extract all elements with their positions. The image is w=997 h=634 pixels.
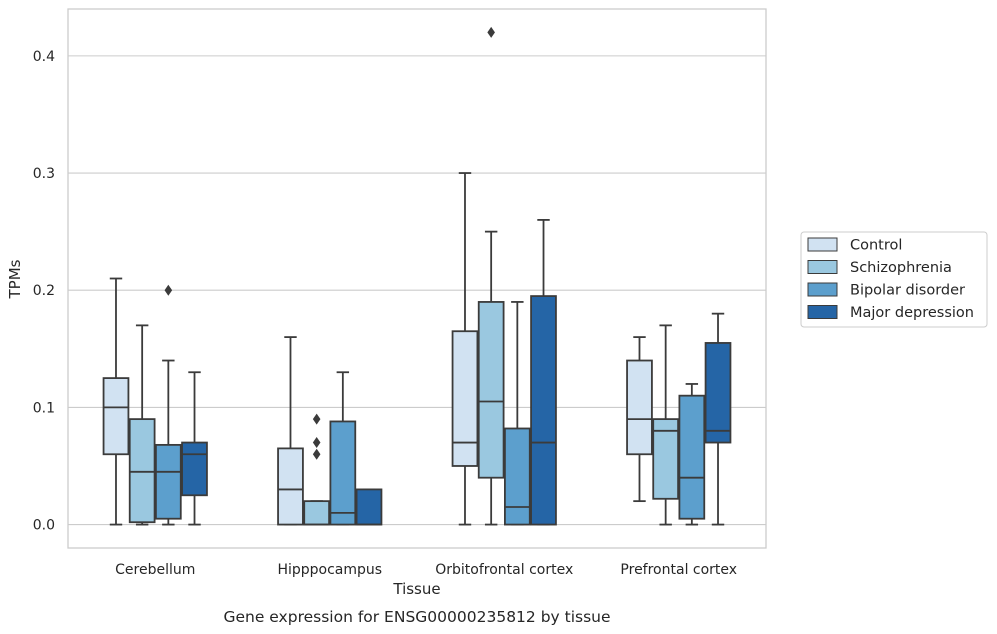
x-tick-label: Hipppocampus bbox=[277, 562, 382, 578]
series-bipolar-disorder bbox=[155, 284, 706, 526]
legend-item: Schizophrenia bbox=[807, 260, 952, 276]
y-tick-label: 0.1 bbox=[33, 400, 55, 416]
series-major-depression bbox=[181, 219, 732, 526]
x-tick-label: Orbitofrontal cortex bbox=[435, 562, 573, 578]
outlier-point bbox=[312, 437, 321, 449]
figure-caption: Gene expression for ENSG00000235812 by t… bbox=[223, 608, 610, 626]
outlier-point bbox=[164, 284, 173, 296]
legend-label: Major depression bbox=[850, 305, 974, 321]
series-control bbox=[102, 172, 653, 526]
box-iqr bbox=[530, 295, 557, 526]
box-iqr bbox=[355, 488, 383, 526]
box-iqr bbox=[704, 342, 732, 444]
series-schizophrenia bbox=[128, 26, 679, 526]
y-axis-label: TPMs bbox=[6, 259, 24, 299]
legend-item: Major depression bbox=[807, 305, 974, 321]
box-iqr bbox=[128, 418, 156, 524]
box bbox=[277, 336, 304, 526]
legend-swatch bbox=[807, 282, 838, 297]
box bbox=[128, 324, 156, 526]
box bbox=[678, 383, 706, 526]
box-iqr bbox=[181, 441, 208, 497]
legend-swatch bbox=[807, 260, 838, 274]
box-iqr bbox=[155, 443, 182, 520]
box-plot-series bbox=[102, 26, 732, 526]
outlier-point bbox=[312, 413, 321, 425]
x-tick-label: Cerebellum bbox=[115, 562, 195, 578]
box-iqr bbox=[303, 500, 330, 526]
box bbox=[329, 371, 357, 526]
legend-label: Schizophrenia bbox=[850, 260, 952, 276]
box bbox=[626, 336, 653, 503]
box bbox=[451, 172, 479, 526]
box-iqr bbox=[102, 377, 130, 456]
box-iqr bbox=[504, 427, 531, 526]
outlier-point bbox=[312, 448, 321, 460]
outlier-point bbox=[487, 26, 495, 38]
box-iqr bbox=[451, 330, 479, 467]
box bbox=[102, 277, 130, 526]
legend-item: Control bbox=[807, 237, 902, 254]
legend-frame bbox=[800, 231, 988, 328]
box-iqr bbox=[329, 420, 357, 526]
box-iqr bbox=[626, 359, 653, 456]
y-tick-label: 0.3 bbox=[33, 166, 55, 182]
legend-swatch bbox=[807, 305, 838, 319]
axis-ticks: 0.0 0.1 0.2 0.3 0.4 Cerebellum Hipppocampus Orb… bbox=[33, 49, 737, 578]
legend: Control Schizophrenia Bipolar disorder Majo… bbox=[800, 231, 988, 328]
box bbox=[530, 219, 557, 526]
box bbox=[181, 371, 208, 526]
box-iqr bbox=[277, 447, 304, 526]
legend-label: Bipolar disorder bbox=[850, 283, 965, 299]
box bbox=[155, 284, 182, 526]
y-tick-label: 0.4 bbox=[33, 49, 55, 65]
x-axis-label: Tissue bbox=[392, 580, 440, 598]
box-iqr bbox=[678, 394, 706, 520]
box bbox=[652, 324, 679, 526]
legend-swatch bbox=[807, 237, 838, 252]
box bbox=[504, 301, 531, 526]
legend-item: Bipolar disorder bbox=[807, 282, 965, 299]
y-tick-label: 0.0 bbox=[33, 518, 55, 534]
box bbox=[477, 26, 505, 526]
legend-label: Control bbox=[850, 238, 902, 254]
y-tick-label: 0.2 bbox=[33, 283, 55, 299]
box-iqr bbox=[477, 301, 505, 479]
box bbox=[303, 413, 330, 526]
box bbox=[355, 488, 383, 526]
box-iqr bbox=[652, 418, 679, 500]
x-tick-label: Prefrontal cortex bbox=[620, 562, 737, 578]
plot-area-frame bbox=[67, 8, 767, 549]
box bbox=[704, 312, 732, 526]
